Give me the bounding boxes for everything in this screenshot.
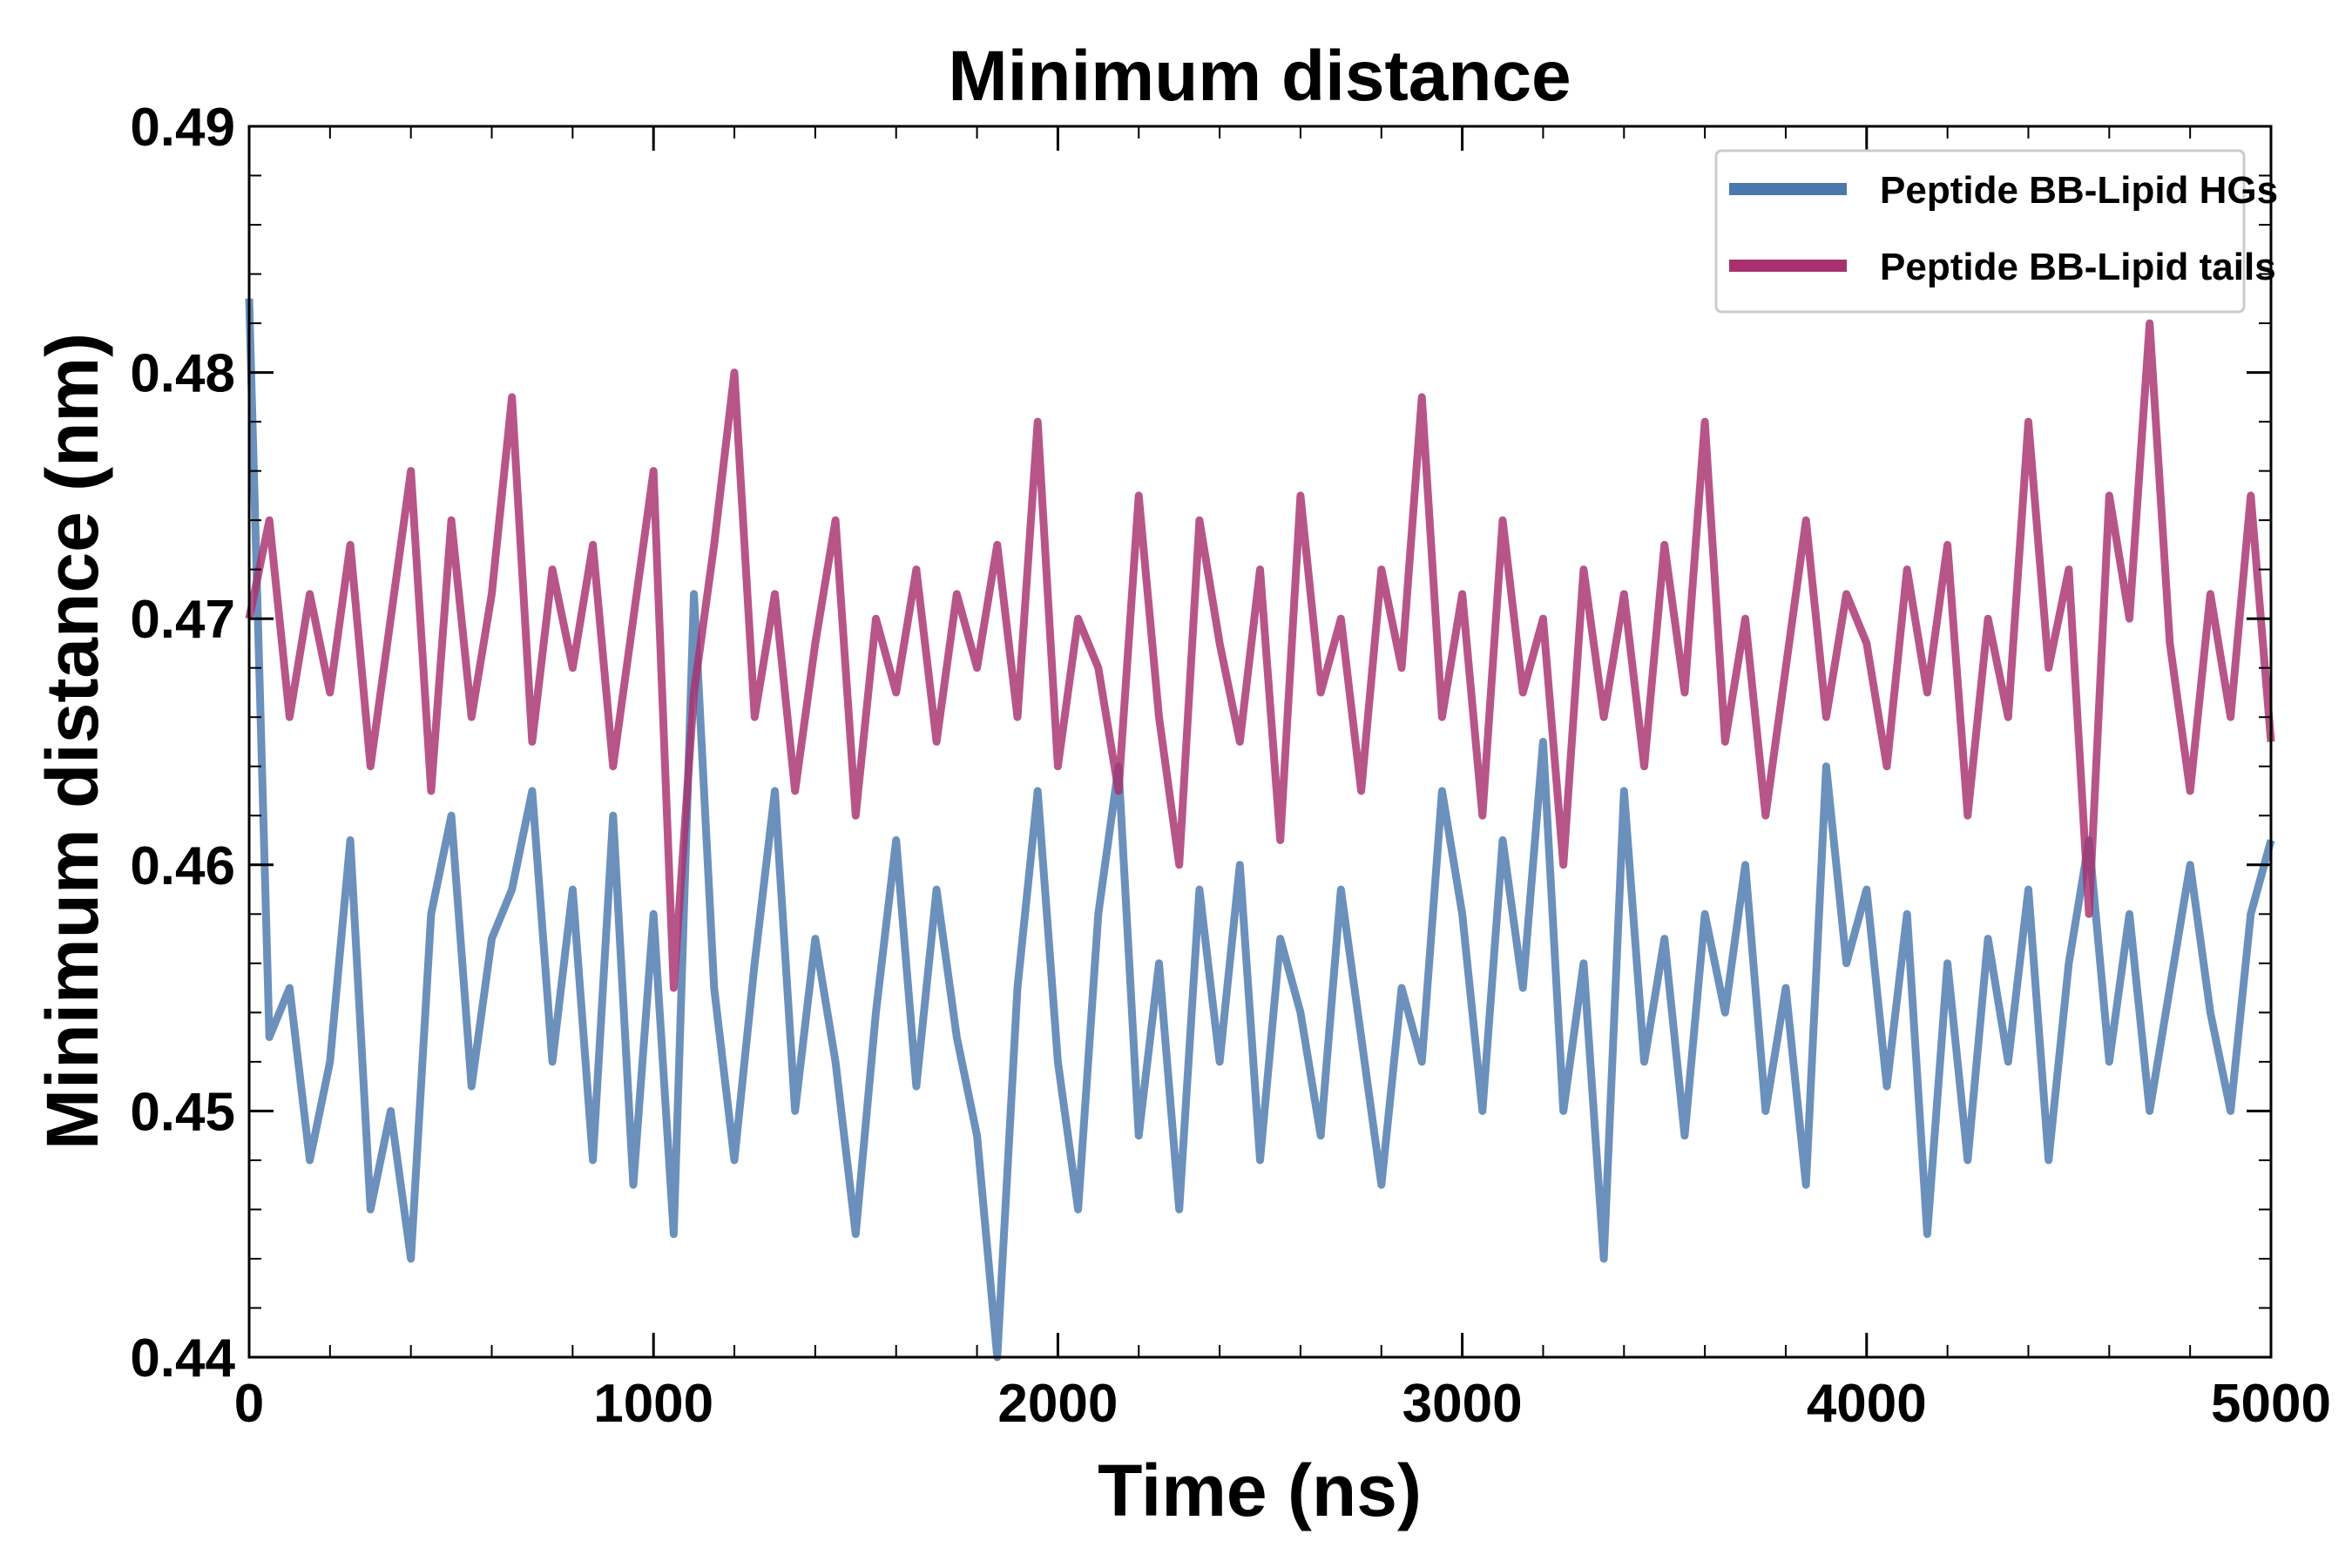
y-tick-label: 0.47	[130, 590, 235, 650]
chart-title: Minimum distance	[948, 37, 1571, 116]
y-tick-label: 0.48	[130, 344, 235, 404]
y-tick-label: 0.44	[130, 1328, 235, 1389]
x-tick-label: 1000	[593, 1374, 713, 1434]
series-layer	[245, 298, 2275, 1362]
y-tick-label: 0.49	[130, 98, 235, 158]
x-tick-label: 4000	[1807, 1374, 1927, 1434]
x-tick-label: 2000	[997, 1374, 1118, 1434]
series-line-hgs	[245, 298, 2275, 1362]
y-axis-label: Minimum distance (nm)	[31, 333, 113, 1150]
legend-label-hgs: Peptide BB-Lipid HGs	[1880, 169, 2278, 212]
plot-frame	[247, 125, 2273, 1359]
legend-box	[1714, 149, 2246, 314]
x-tick-label: 3000	[1402, 1374, 1523, 1434]
y-tick-label: 0.46	[130, 836, 235, 896]
legend-label-tails: Peptide BB-Lipid tails	[1880, 246, 2276, 288]
legend: Peptide BB-Lipid HGs Peptide BB-Lipid ta…	[1714, 149, 2278, 314]
tick-layer: 0 1000 2000 3000 4000 5000 0.44 0.45 0.46 0.47 0.4…	[130, 98, 2331, 1434]
x-axis-label: Time (ns)	[1098, 1450, 1422, 1531]
series-line-tails	[245, 319, 2275, 992]
y-tick-label: 0.45	[130, 1082, 235, 1142]
x-tick-label: 5000	[2211, 1374, 2331, 1434]
x-tick-label: 0	[234, 1374, 264, 1434]
